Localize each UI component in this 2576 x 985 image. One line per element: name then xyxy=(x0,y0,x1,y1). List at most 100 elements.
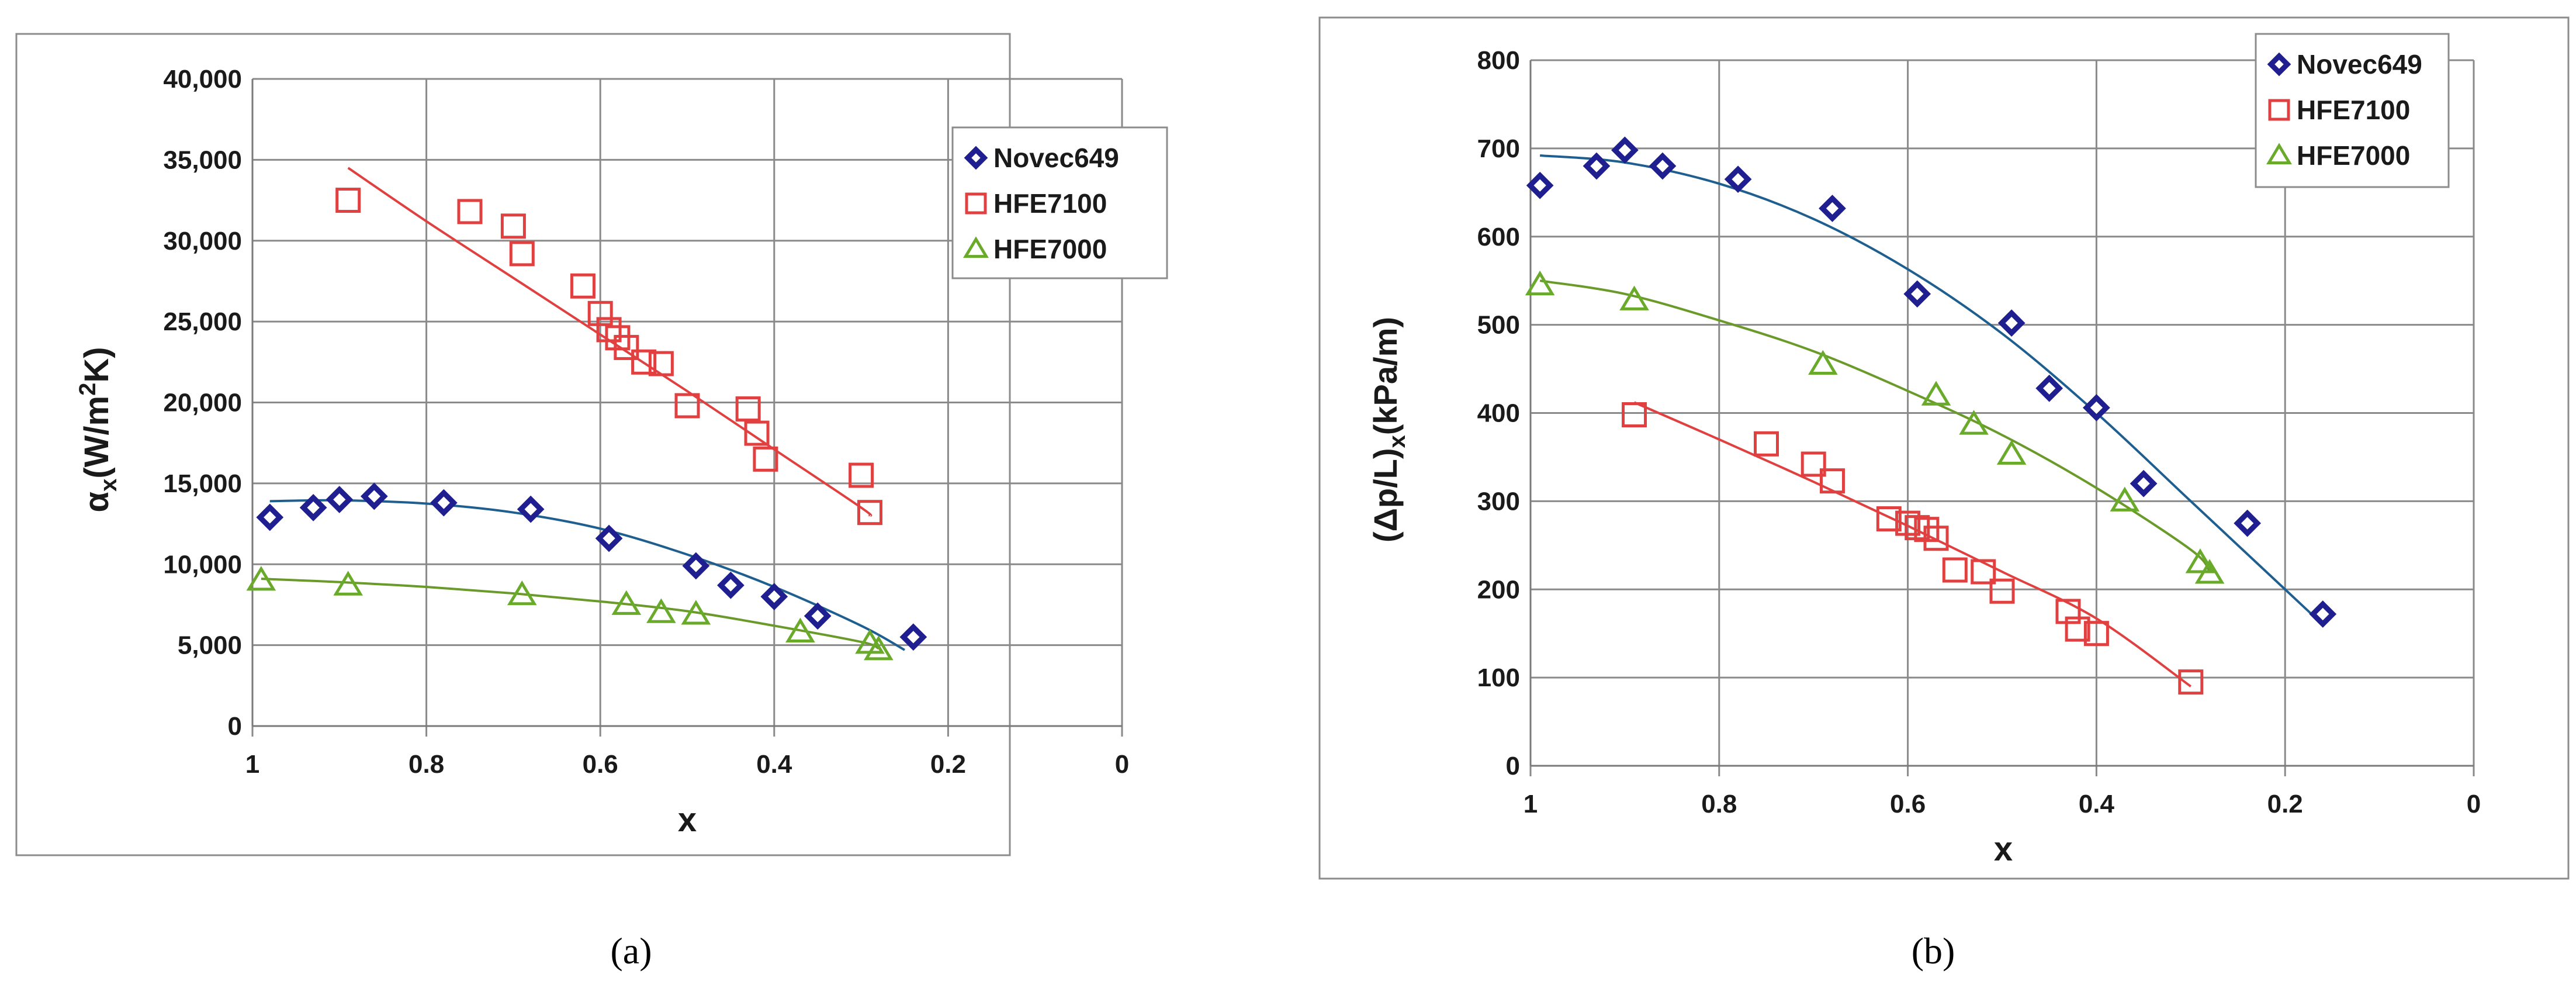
data-point-novec649 xyxy=(682,552,710,580)
data-point-hfe7100 xyxy=(1989,578,2015,604)
data-point-hfe7100 xyxy=(2083,621,2109,647)
data-point-hfe7000 xyxy=(646,598,676,623)
chart-a-y-label-main: α xyxy=(78,492,116,513)
chart-a-data-points xyxy=(246,188,927,661)
x-tick-label: 0 xyxy=(2467,790,2481,818)
data-point-hfe7000 xyxy=(611,590,642,615)
data-point-hfe7000 xyxy=(2194,559,2225,584)
chart-b-y-label-main: (Δp/L) xyxy=(1367,448,1404,543)
data-point-hfe7100 xyxy=(648,351,674,376)
legend-marker-hfe7100 xyxy=(965,192,987,215)
y-tick-label: 300 xyxy=(1477,487,1520,516)
data-point-novec649 xyxy=(360,482,388,510)
data-point-novec649 xyxy=(717,571,745,599)
data-point-hfe7000 xyxy=(246,566,276,591)
y-tick-label: 800 xyxy=(1477,46,1520,75)
data-point-hfe7100 xyxy=(1622,402,1647,428)
x-tick-label: 0.4 xyxy=(756,750,792,779)
data-point-novec649 xyxy=(2035,374,2063,402)
y-tick-label: 30,000 xyxy=(163,227,242,255)
data-point-novec649 xyxy=(2309,600,2337,628)
legend-label-hfe7100: HFE7100 xyxy=(993,188,1107,219)
legend-marker-novec649 xyxy=(2267,52,2291,77)
chart-b-y-label-open: (kPa/m) xyxy=(1367,317,1404,435)
legend-label-hfe7000: HFE7000 xyxy=(993,234,1107,264)
chart-b-y-tick-labels: 0 100 200 300 400 500 600 700 800 xyxy=(1477,46,1520,780)
x-tick-label: 0.4 xyxy=(2079,790,2115,818)
data-point-novec649 xyxy=(1724,165,1752,193)
legend-marker-hfe7000 xyxy=(2266,143,2293,165)
y-tick-label: 0 xyxy=(1506,752,1520,780)
data-point-hfe7100 xyxy=(335,188,361,213)
data-point-novec649 xyxy=(326,486,354,513)
trendline-hfe7000 xyxy=(261,578,880,650)
data-point-hfe7000 xyxy=(333,571,363,596)
legend-label-novec649: Novec649 xyxy=(993,143,1119,173)
data-point-hfe7100 xyxy=(570,273,595,299)
data-point-hfe7000 xyxy=(681,600,711,625)
y-tick-label: 35,000 xyxy=(163,146,242,174)
y-tick-label: 600 xyxy=(1477,223,1520,251)
data-point-hfe7100 xyxy=(587,300,613,326)
y-tick-label: 15,000 xyxy=(163,469,242,498)
chart-a-y-tick-labels: 0 5,000 10,000 15,000 20,000 25,000 30,000 35,0… xyxy=(163,65,242,741)
x-tick-label: 1 xyxy=(245,750,259,779)
data-point-novec649 xyxy=(2234,509,2262,537)
data-point-novec649 xyxy=(804,602,832,630)
chart-b-x-axis-label: x xyxy=(1994,830,2013,868)
data-point-hfe7100 xyxy=(596,317,622,343)
x-tick-label: 0.2 xyxy=(2267,790,2303,818)
panel-b: 0 100 200 300 400 500 600 700 800 1 0.8 0.6 0.4 0.2 0… xyxy=(1318,16,2570,972)
y-tick-label: 500 xyxy=(1477,311,1520,340)
data-point-hfe7100 xyxy=(1971,559,1996,585)
chart-b-y-axis-label: (Δp/L)x(kPa/m) xyxy=(1367,317,1410,542)
panel-a: 0 5,000 10,000 15,000 20,000 25,000 30,000 35,0… xyxy=(15,33,1168,972)
y-tick-label: 40,000 xyxy=(163,65,242,94)
data-point-hfe7100 xyxy=(614,334,639,360)
y-tick-label: 20,000 xyxy=(163,389,242,417)
data-point-hfe7100 xyxy=(2178,669,2204,695)
data-point-novec649 xyxy=(1611,136,1639,164)
chart-b-x-tick-labels: 1 0.8 0.6 0.4 0.2 0 xyxy=(1524,790,2481,818)
data-point-novec649 xyxy=(2083,394,2110,421)
data-point-hfe7000 xyxy=(1525,270,1555,296)
x-tick-label: 0.8 xyxy=(408,750,444,779)
chart-a-y-label-open: (W/m xyxy=(78,396,116,479)
chart-a-frame xyxy=(15,33,1011,856)
x-tick-label: 0.6 xyxy=(1890,790,1926,818)
chart-a-y-axis-label: αx(W/m2K) xyxy=(75,347,122,512)
legend-box xyxy=(951,126,1168,279)
legend-label-novec649: Novec649 xyxy=(2297,49,2422,80)
data-point-novec649 xyxy=(1583,152,1611,180)
data-point-hfe7100 xyxy=(1895,510,1921,536)
caption-b: (b) xyxy=(1912,930,1955,972)
chart-a-y-label-sup: 2 xyxy=(75,383,101,396)
chart-b-y-label-sub: x xyxy=(1384,435,1410,448)
legend-marker-hfe7000 xyxy=(962,236,989,258)
data-point-hfe7000 xyxy=(1921,381,1951,406)
data-point-hfe7000 xyxy=(2185,548,2215,573)
data-point-hfe7100 xyxy=(1876,506,1902,532)
x-tick-label: 0 xyxy=(1115,750,1129,779)
data-point-novec649 xyxy=(256,503,284,531)
data-point-novec649 xyxy=(1819,195,1846,222)
data-point-novec649 xyxy=(517,495,545,523)
data-point-hfe7100 xyxy=(735,396,761,422)
y-tick-label: 25,000 xyxy=(163,307,242,336)
chart-b-data-points xyxy=(1525,136,2337,695)
chart-a-y-label-sub: x xyxy=(96,479,122,492)
data-point-hfe7100 xyxy=(857,500,882,526)
trendline-novec649 xyxy=(1539,154,2324,626)
data-point-hfe7100 xyxy=(509,241,535,267)
legend-label-hfe7100: HFE7100 xyxy=(2297,95,2410,125)
data-point-novec649 xyxy=(430,489,458,517)
data-point-novec649 xyxy=(760,583,788,610)
data-point-hfe7100 xyxy=(753,446,778,472)
data-point-hfe7100 xyxy=(674,393,700,419)
data-point-hfe7000 xyxy=(1959,410,1989,435)
y-tick-label: 200 xyxy=(1477,575,1520,604)
data-point-hfe7100 xyxy=(457,199,483,224)
data-point-hfe7000 xyxy=(1808,350,1838,375)
caption-a: (a) xyxy=(610,930,652,972)
